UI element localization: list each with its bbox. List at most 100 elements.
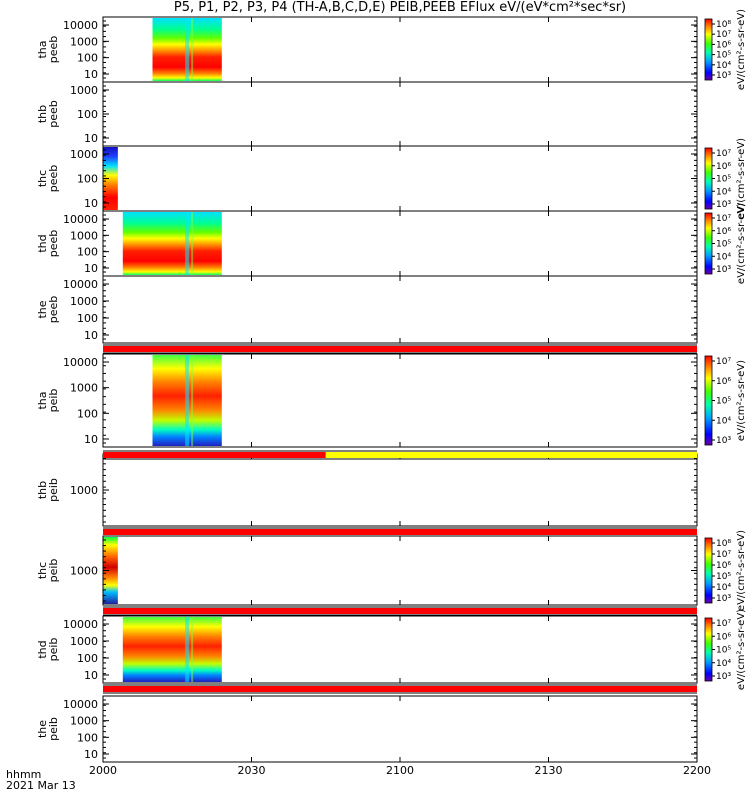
colorbar-tick-label: 10⁴ <box>716 252 731 262</box>
y-tick-label: 10 <box>84 132 98 145</box>
time-axis-label-units: hhmm <box>6 768 42 781</box>
colorbar-tick-label: 10⁷ <box>716 357 731 367</box>
status-bar-segment <box>103 346 697 352</box>
colorbar <box>704 18 713 81</box>
y-tick-label: 100 <box>77 731 98 744</box>
y-axis-label: tha <box>36 40 49 58</box>
status-bar <box>103 684 697 694</box>
y-tick-label: 1000 <box>70 84 98 97</box>
y-tick-label: 100 <box>77 407 98 420</box>
colorbar-tick-label: 10⁵ <box>716 240 731 250</box>
spectrogram-streak <box>191 212 194 275</box>
y-axis-label: peib <box>47 478 60 502</box>
y-tick-label: 10000 <box>63 618 98 631</box>
y-axis-label: thd <box>36 234 49 252</box>
colorbar <box>704 147 713 210</box>
x-tick-label: 2030 <box>238 764 266 777</box>
y-tick-label: 10 <box>84 197 98 210</box>
y-axis-label: the <box>36 720 49 738</box>
panel-frame <box>102 535 698 606</box>
colorbar-tick-label: 10⁴ <box>716 61 731 71</box>
y-tick-label: 100 <box>77 52 98 65</box>
spectrogram-streak <box>185 617 190 682</box>
status-bar-segment <box>103 608 697 614</box>
y-tick-label: 1000 <box>70 382 98 395</box>
colorbar-tick-label: 10⁷ <box>716 550 731 560</box>
colorbar-tick-label: 10³ <box>716 265 731 275</box>
y-tick-label: 10 <box>84 329 98 342</box>
y-axis-label: thc <box>36 562 49 579</box>
panel-frame <box>102 453 698 527</box>
y-axis-label: peib <box>47 717 60 741</box>
y-axis-label: tha <box>36 391 49 409</box>
y-tick-label: 100 <box>77 108 98 121</box>
y-axis-label: peib <box>47 559 60 583</box>
y-tick-label: 10000 <box>63 19 98 32</box>
y-tick-label: 10000 <box>63 698 98 711</box>
y-tick-label: 1000 <box>70 229 98 242</box>
y-axis-label: peib <box>47 638 60 662</box>
y-axis-label: thb <box>36 105 49 123</box>
colorbar-tick-label: 10³ <box>716 436 731 446</box>
y-axis-label: the <box>36 300 49 318</box>
status-bar <box>103 450 697 460</box>
y-tick-label: 1000 <box>70 715 98 728</box>
colorbar-tick-label: 10⁶ <box>716 40 731 50</box>
spectrogram-block <box>122 212 222 275</box>
colorbar <box>704 212 713 275</box>
panel-frame <box>102 81 698 147</box>
y-tick-label: 10000 <box>63 356 98 369</box>
colorbar-tick-label: 10⁴ <box>716 187 731 197</box>
colorbar-tick-label: 10⁴ <box>716 659 731 669</box>
y-tick-label: 1000 <box>70 295 98 308</box>
colorbar-tick-label: 10⁶ <box>716 632 731 642</box>
colorbar-tick-label: 10⁷ <box>716 214 731 224</box>
y-tick-label: 100 <box>77 246 98 259</box>
colorbar-label: eV/(cm²-s-sr-eV) <box>736 360 747 441</box>
y-tick-label: 10 <box>84 433 98 446</box>
colorbar-tick-label: 10⁶ <box>716 162 731 172</box>
y-tick-label: 10 <box>84 68 98 81</box>
status-bar-segment <box>325 452 697 458</box>
colorbar-tick-label: 10⁷ <box>716 30 731 40</box>
colorbar-tick-label: 10⁶ <box>716 561 731 571</box>
x-tick-label: 2130 <box>535 764 563 777</box>
colorbar-label: eV/(cm²-s-sr-eV) <box>736 138 747 219</box>
status-bar-segment <box>103 686 697 692</box>
colorbar <box>704 617 713 682</box>
y-axis-label: peeb <box>47 165 60 193</box>
y-axis-label: peeb <box>47 296 60 324</box>
y-axis-label: thb <box>36 481 49 499</box>
status-bar-segment <box>103 452 326 458</box>
panel-frame <box>102 695 698 763</box>
colorbar-tick-label: 10⁵ <box>716 397 731 407</box>
colorbar-tick-label: 10⁷ <box>716 619 731 629</box>
spectrogram-block <box>103 147 118 210</box>
y-tick-label: 1000 <box>70 635 98 648</box>
y-axis-label: peib <box>47 389 60 413</box>
x-tick-label: 2000 <box>89 764 117 777</box>
colorbar-tick-label: 10⁷ <box>716 149 731 159</box>
colorbar-tick-label: 10⁸ <box>716 20 731 30</box>
y-axis-label: peeb <box>47 100 60 128</box>
colorbar <box>704 355 713 446</box>
colorbar-tick-label: 10⁸ <box>716 539 731 549</box>
status-bar <box>103 527 697 537</box>
status-bar <box>103 344 697 354</box>
time-axis-label-date: 2021 Mar 13 <box>6 779 76 792</box>
colorbar-label: eV/(cm²-s-sr-eV) <box>736 9 747 90</box>
spectrogram-streak <box>185 18 190 81</box>
y-tick-label: 10 <box>84 748 98 761</box>
colorbar <box>704 537 713 604</box>
y-tick-label: 1000 <box>70 484 98 497</box>
colorbar-tick-label: 10⁴ <box>716 416 731 426</box>
y-tick-label: 1000 <box>70 148 98 161</box>
